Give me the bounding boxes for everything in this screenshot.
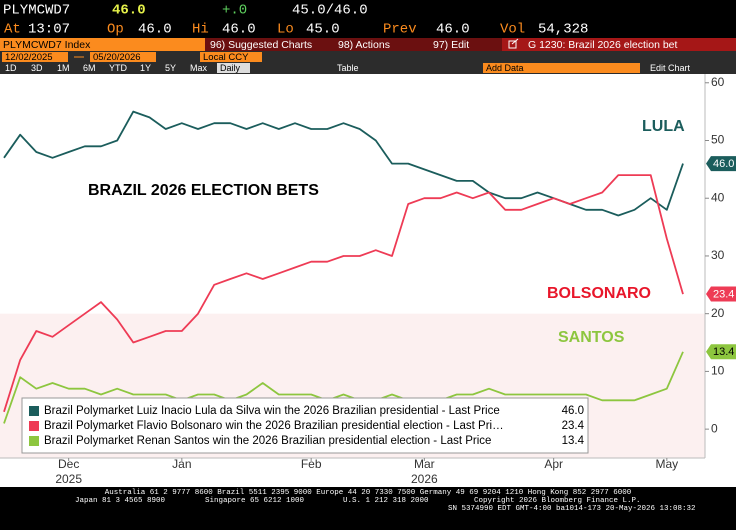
y-tick-label: 30 xyxy=(711,248,725,262)
menu[interactable]: 96) Suggested Charts xyxy=(210,39,312,51)
input-box[interactable] xyxy=(200,52,262,62)
legend-label: Brazil Polymarket Renan Santos win the 2… xyxy=(44,435,491,447)
series-line xyxy=(3,351,684,424)
footer-text: SN 5374990 EDT GMT-4:00 ba1014-173 20-Ma… xyxy=(448,505,696,513)
footer-text: Copyright 2026 Bloomberg Finance L.P. xyxy=(474,497,641,505)
legend-label: Brazil Polymarket Flavio Bolsonaro win t… xyxy=(44,420,504,432)
x-tick-label: May xyxy=(655,457,678,471)
add-data-box[interactable] xyxy=(483,63,640,73)
legend xyxy=(21,397,589,454)
footer-text: Singapore 65 6212 1000 xyxy=(205,497,305,505)
legend-swatch xyxy=(29,421,39,431)
x-tick-label: Apr xyxy=(544,457,563,471)
y-tick-label: 60 xyxy=(711,75,725,89)
footer-text: U.S. 1 212 318 2000 xyxy=(343,497,429,505)
menu[interactable]: 98) Actions xyxy=(338,39,390,51)
chart-name[interactable]: G 1230: Brazil 2026 election bet xyxy=(528,39,678,51)
period-button[interactable]: 1M xyxy=(57,63,70,73)
y-tick-label: 50 xyxy=(711,133,725,147)
table-button[interactable]: Table xyxy=(337,63,359,73)
add-data[interactable]: Add Data xyxy=(486,63,524,73)
x-year-label: 2025 xyxy=(55,472,82,486)
period-button[interactable]: 3D xyxy=(31,63,43,73)
change: +.0 xyxy=(222,3,247,19)
last-value-label: 23.4 xyxy=(713,288,734,300)
footer-text: Australia 61 2 9777 8600 Brazil 5511 239… xyxy=(105,489,632,497)
edit-chart[interactable]: Edit Chart xyxy=(650,63,691,73)
stat-value: 46.0 xyxy=(222,22,256,38)
period-button[interactable]: 5Y xyxy=(165,63,176,73)
legend-swatch xyxy=(29,436,39,446)
y-tick-label: 40 xyxy=(711,190,725,204)
input-text[interactable]: 12/02/2025 xyxy=(5,52,53,63)
y-tick-label: 10 xyxy=(711,364,725,378)
legend-label: Brazil Polymarket Luiz Inacio Lula da Si… xyxy=(44,405,500,417)
series-annotation: SANTOS xyxy=(558,329,625,346)
stat-label: Lo xyxy=(277,22,294,38)
input-box[interactable] xyxy=(2,52,68,62)
y-tick-label: 20 xyxy=(711,306,725,320)
quote-bar xyxy=(0,0,736,38)
legend-swatch xyxy=(29,406,39,416)
legend-value: 23.4 xyxy=(562,420,585,432)
ticker: PLYMCWD7 xyxy=(3,3,70,19)
stat-value: 54,328 xyxy=(538,22,588,38)
footer-text: Japan 81 3 4565 8900 xyxy=(75,497,166,505)
launch-icon xyxy=(508,38,519,49)
legend-value: 13.4 xyxy=(562,435,585,447)
frequency[interactable]: Daily xyxy=(220,63,241,73)
period-button[interactable]: 1Y xyxy=(140,63,151,73)
input-text[interactable]: 05/20/2026 xyxy=(93,52,141,63)
chart-name-box[interactable] xyxy=(502,38,736,51)
stat-value: 45.0 xyxy=(306,22,340,38)
stat-label: Vol xyxy=(500,22,525,38)
period-button[interactable]: Max xyxy=(190,63,208,73)
last-value-tag xyxy=(706,344,736,360)
y-tick-label: 0 xyxy=(711,421,718,435)
stat-value: 46.0 xyxy=(138,22,172,38)
last-value-label: 46.0 xyxy=(713,158,734,170)
legend-value: 46.0 xyxy=(562,405,584,417)
menu[interactable]: 97) Edit xyxy=(433,39,469,51)
series-annotation: BOLSONARO xyxy=(547,285,651,302)
stat-value: 13:07 xyxy=(28,22,70,38)
series-line xyxy=(3,174,684,413)
stat-label: Hi xyxy=(192,22,209,38)
chart-title: BRAZIL 2026 ELECTION BETS xyxy=(88,182,319,199)
x-tick-label: Feb xyxy=(301,457,322,471)
last-value-tag xyxy=(706,156,736,172)
stat-label: At xyxy=(4,22,21,38)
footer xyxy=(0,487,736,530)
bid-ask: 45.0/46.0 xyxy=(292,3,368,19)
period-button[interactable]: YTD xyxy=(109,63,128,73)
x-year-label: 2026 xyxy=(411,472,438,486)
last-price: 46.0 xyxy=(112,3,146,19)
period-button[interactable]: 6M xyxy=(83,63,96,73)
series-annotation: LULA xyxy=(642,118,685,135)
stat-label: Prev xyxy=(383,22,417,38)
input-box[interactable] xyxy=(90,52,156,62)
stat-value: 46.0 xyxy=(436,22,470,38)
period-button[interactable]: 1D xyxy=(5,63,17,73)
x-tick-label: Jan xyxy=(172,457,191,471)
stat-label: Op xyxy=(107,22,124,38)
frequency-box[interactable] xyxy=(217,63,250,73)
security-box[interactable] xyxy=(0,38,205,51)
x-tick-label: Mar xyxy=(414,457,435,471)
security[interactable]: PLYMCWD7 Index xyxy=(3,39,91,51)
input-text[interactable]: Local CCY xyxy=(203,52,249,63)
last-value-label: 13.4 xyxy=(713,346,734,358)
last-value-tag xyxy=(706,286,736,302)
x-tick-label: Dec xyxy=(58,457,79,471)
